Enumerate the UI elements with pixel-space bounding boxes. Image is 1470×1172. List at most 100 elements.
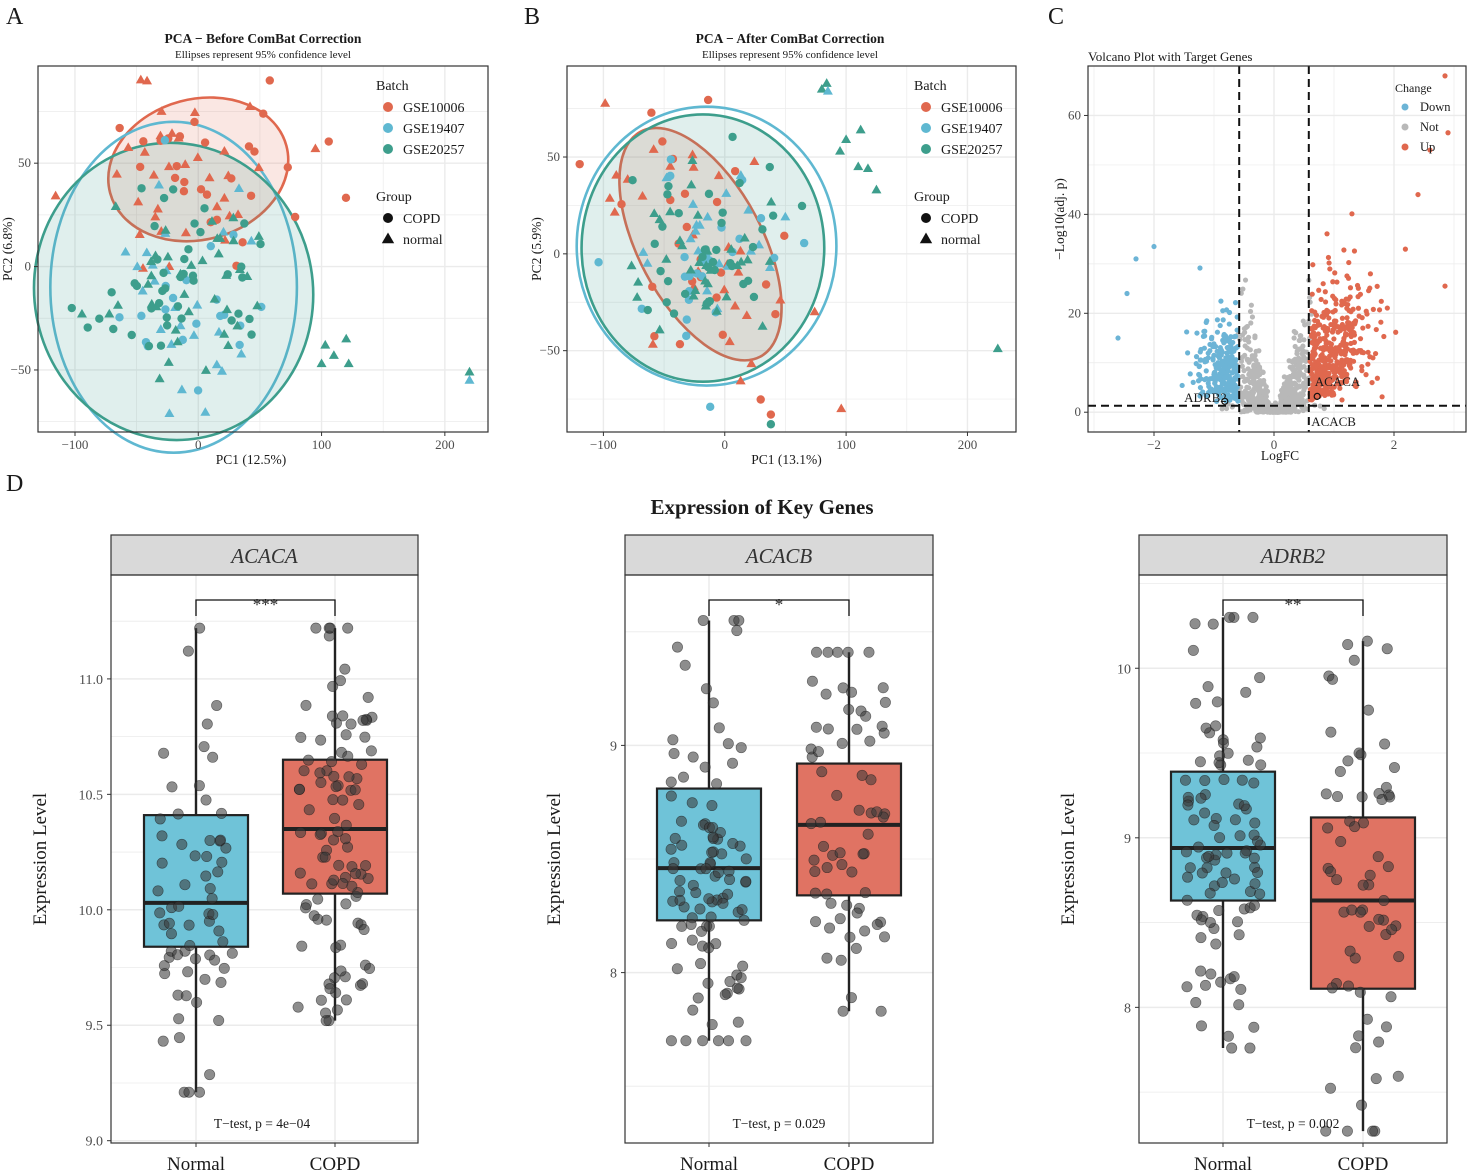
point-normal — [146, 256, 157, 266]
data-point — [1320, 1125, 1332, 1137]
data-point — [1353, 1030, 1365, 1042]
point-normal — [228, 212, 239, 222]
data-point — [738, 914, 750, 926]
data-point — [180, 990, 192, 1002]
point-normal — [204, 172, 215, 182]
y-axis-label: PC2 (5.9%) — [529, 217, 544, 281]
data-point — [365, 745, 377, 757]
point-down — [1220, 367, 1226, 373]
point-not — [1293, 381, 1299, 388]
data-point — [340, 898, 352, 910]
point-down — [1207, 376, 1213, 382]
point-up — [1322, 355, 1328, 361]
point-up — [1312, 333, 1318, 339]
point-copd — [216, 311, 225, 321]
point-up — [1310, 395, 1317, 401]
data-point — [199, 973, 211, 985]
point-copd — [728, 132, 737, 142]
point-normal — [176, 384, 187, 394]
data-point — [717, 897, 729, 909]
point-down — [1220, 317, 1226, 323]
data-point — [1363, 920, 1375, 932]
data-point — [853, 804, 865, 816]
data-point — [1229, 814, 1241, 826]
box-normal — [142, 622, 250, 1098]
point-normal — [757, 321, 768, 330]
data-point — [346, 880, 358, 892]
point-normal — [724, 336, 735, 346]
data-point — [358, 924, 370, 936]
data-point — [1202, 681, 1214, 693]
plot-background — [567, 66, 1016, 432]
point-up — [1350, 350, 1356, 356]
point-copd — [109, 324, 118, 334]
data-point — [215, 976, 227, 988]
point-copd — [594, 258, 603, 267]
data-point — [706, 846, 718, 858]
point-normal — [180, 159, 191, 168]
point-copd — [712, 197, 722, 207]
point-normal — [233, 209, 244, 218]
point-up — [1330, 279, 1336, 285]
point-copd — [177, 314, 186, 323]
data-point — [201, 850, 213, 862]
point-copd — [712, 245, 721, 255]
point-normal — [766, 196, 777, 206]
point-normal — [721, 188, 732, 197]
data-point — [1222, 1030, 1234, 1042]
point-up — [1325, 254, 1332, 261]
data-point — [215, 807, 227, 819]
point-normal — [160, 225, 171, 234]
data-point — [1386, 924, 1398, 936]
point-normal — [50, 190, 61, 200]
point-normal — [200, 407, 211, 416]
point-up — [1334, 279, 1340, 285]
point-up — [1402, 246, 1408, 252]
point-not — [1219, 406, 1225, 412]
point-normal — [692, 210, 703, 219]
tick-label-x: −100 — [590, 437, 617, 452]
point-copd — [797, 201, 807, 211]
data-point — [834, 913, 846, 925]
point-down — [1233, 389, 1239, 395]
data-point — [157, 1035, 169, 1047]
tick-label-y: −50 — [11, 362, 31, 377]
point-copd — [656, 266, 665, 276]
data-point — [674, 894, 686, 906]
point-down — [1217, 344, 1223, 351]
data-point — [722, 888, 734, 900]
data-point — [343, 771, 355, 783]
data-point — [871, 806, 883, 818]
data-point — [364, 962, 376, 974]
point-normal — [219, 192, 230, 202]
point-up — [1337, 385, 1343, 391]
legend-label-gse19407: GSE19407 — [941, 122, 1002, 137]
point-up — [1360, 350, 1367, 356]
data-point — [667, 734, 679, 746]
point-up — [1339, 298, 1345, 304]
point-up — [1315, 339, 1321, 345]
point-normal — [188, 330, 199, 339]
point-copd — [658, 222, 667, 231]
point-down — [1203, 319, 1209, 326]
point-not — [1245, 376, 1251, 383]
point-down — [1207, 386, 1213, 392]
point-up — [1339, 321, 1345, 328]
data-point — [156, 857, 168, 869]
point-copd — [718, 330, 727, 339]
point-copd — [83, 323, 92, 332]
data-point — [843, 704, 855, 716]
legend-label-not: Not — [1420, 120, 1439, 134]
legend-key-gse19407 — [921, 123, 931, 133]
point-normal — [212, 233, 223, 242]
tick-label-y: 8 — [610, 967, 617, 982]
point-up — [1372, 350, 1379, 357]
data-point — [315, 776, 327, 788]
tick-label-y: 9 — [1124, 832, 1131, 847]
data-point — [712, 1035, 724, 1047]
data-point — [808, 854, 820, 866]
point-normal — [219, 329, 230, 338]
point-copd — [704, 262, 713, 272]
data-point — [871, 919, 883, 931]
point-up — [1341, 247, 1347, 253]
